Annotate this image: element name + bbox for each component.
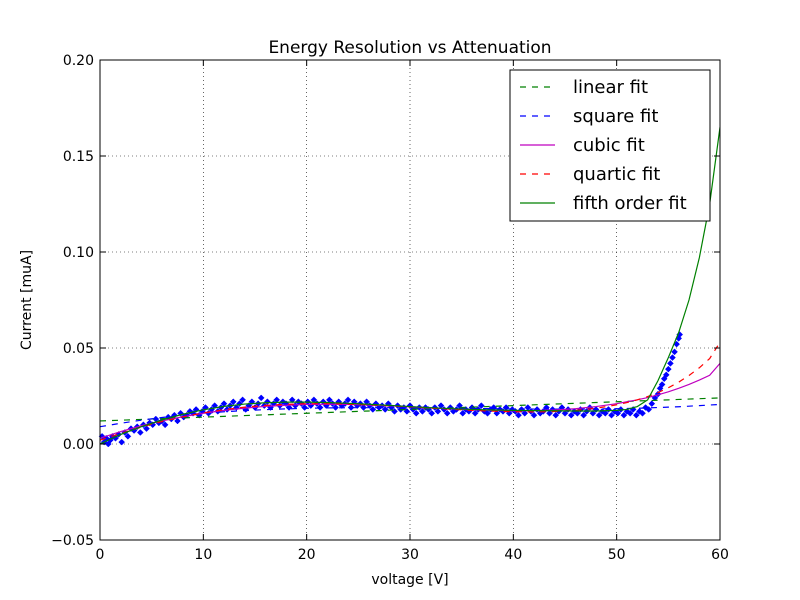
data-point <box>257 394 265 402</box>
data-point <box>667 360 674 367</box>
data-point <box>546 409 553 417</box>
data-point <box>620 411 628 419</box>
data-point <box>285 404 293 411</box>
data-point <box>608 411 615 419</box>
x-tick-label: 10 <box>194 547 212 563</box>
data-point <box>124 432 132 440</box>
data-point <box>601 409 609 417</box>
data-point <box>419 408 426 415</box>
chart-title: Energy Resolution vs Attenuation <box>268 38 551 58</box>
data-point <box>301 404 308 411</box>
data-point <box>662 371 670 379</box>
data-point <box>639 409 646 417</box>
x-tick-label: 60 <box>711 547 729 563</box>
fit-line-fifth-order-fit <box>100 127 720 445</box>
tick-layer: 0 10 20 30 40 50 60 −0.05 0.00 0.05 0.10 0.15 0.20 <box>51 53 729 563</box>
fit-line-square-fit <box>100 403 720 428</box>
data-point <box>552 411 560 419</box>
y-tick-label: 0.10 <box>63 245 94 261</box>
data-point <box>434 408 442 415</box>
data-point <box>443 409 451 417</box>
legend-label: cubic fit <box>573 135 645 156</box>
data-point <box>645 406 653 413</box>
y-tick-label: 0.15 <box>63 149 94 165</box>
y-tick-label: 0.05 <box>63 341 94 357</box>
x-tick-label: 20 <box>298 547 316 563</box>
y-tick-label: −0.05 <box>51 533 94 549</box>
x-axis-label: voltage [V] <box>371 572 448 588</box>
legend-label: linear fit <box>573 77 648 98</box>
data-point <box>118 438 126 446</box>
data-point <box>471 409 479 417</box>
x-tick-label: 0 <box>96 547 105 563</box>
y-tick-label: 0.20 <box>63 53 94 69</box>
data-point <box>589 409 597 417</box>
data-point <box>428 409 436 417</box>
data-point <box>161 421 169 429</box>
data-point <box>669 354 676 361</box>
data-point <box>567 411 575 419</box>
data-point <box>174 417 181 425</box>
data-point <box>381 406 389 413</box>
data-point <box>658 381 666 388</box>
data-point <box>671 348 678 356</box>
data-point <box>614 409 622 417</box>
data-point <box>412 409 420 417</box>
data-point <box>530 411 538 419</box>
data-point <box>332 404 339 411</box>
data-point <box>648 400 656 408</box>
data-point <box>369 406 377 413</box>
data-point <box>515 411 522 419</box>
data-point <box>595 411 603 419</box>
data-point <box>574 409 581 417</box>
legend-label: square fit <box>573 106 658 127</box>
x-tick-label: 30 <box>401 547 419 563</box>
fit-layer <box>100 127 720 445</box>
legend: linear fit square fit cubic fit quartic fit… <box>509 69 711 222</box>
data-point <box>626 409 634 417</box>
data-point <box>580 411 587 419</box>
data-point <box>477 402 485 409</box>
fit-line-linear-fit <box>100 397 720 422</box>
data-point <box>239 396 246 404</box>
data-point <box>459 409 467 417</box>
x-tick-label: 50 <box>608 547 626 563</box>
legend-label: fifth order fit <box>573 193 687 214</box>
data-point <box>561 409 569 417</box>
data-point <box>632 411 640 419</box>
data-point <box>484 409 491 417</box>
fit-line-quartic-fit <box>100 341 720 441</box>
data-point <box>288 396 296 404</box>
data-point <box>521 409 529 417</box>
y-axis-label: Current [muA] <box>19 250 35 350</box>
data-point <box>143 425 150 432</box>
data-point <box>664 365 672 373</box>
data-point <box>136 429 144 436</box>
legend-label: quartic fit <box>573 164 660 185</box>
y-tick-label: 0.00 <box>63 437 94 453</box>
x-tick-label: 40 <box>504 547 522 563</box>
